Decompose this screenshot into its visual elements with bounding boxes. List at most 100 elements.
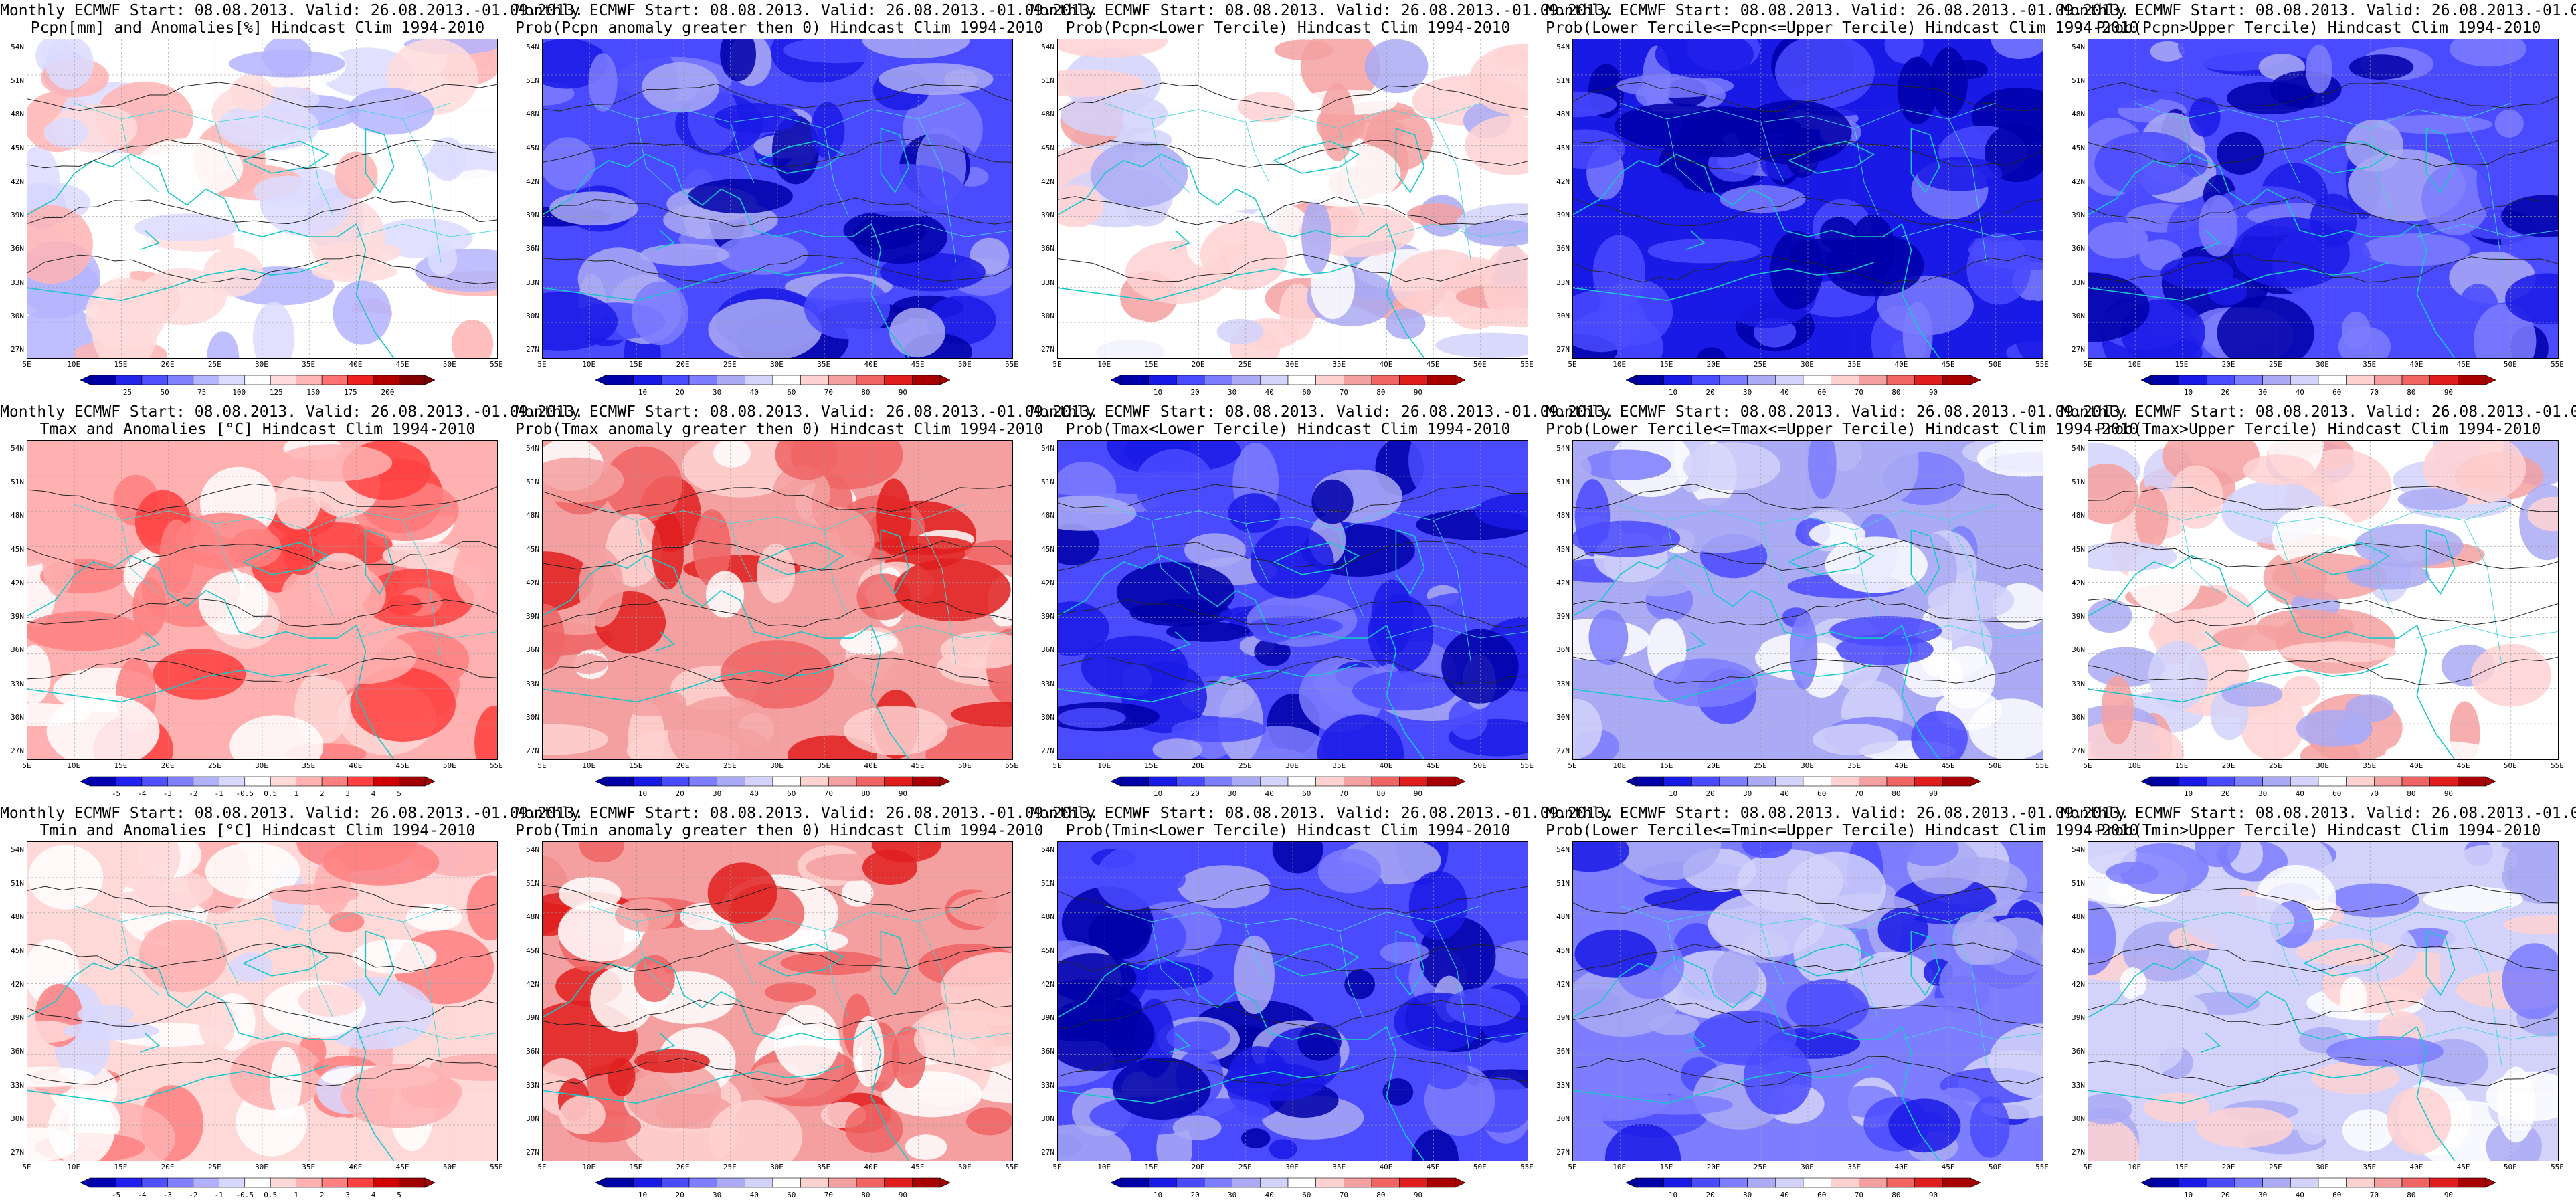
- colorbar-swatch: [1719, 776, 1748, 787]
- longitude-tick-label: 35E: [1332, 761, 1346, 770]
- panel-title-line1: Monthly ECMWF Start: 08.08.2013. Valid: …: [2061, 403, 2576, 421]
- contour-line: [27, 82, 497, 112]
- field-blotch: [1297, 1023, 1342, 1061]
- colorbar-swatch: [1371, 776, 1400, 787]
- country-border: [1620, 102, 1996, 129]
- coastline: [1170, 1033, 1191, 1053]
- latitude-tick-label: 33N: [11, 1080, 24, 1090]
- longitude-tick-label: 40E: [1894, 1163, 1908, 1171]
- longitude-tick-label: 35E: [2363, 360, 2377, 369]
- country-border: [1339, 530, 1364, 616]
- country-border: [824, 931, 848, 1017]
- coastline: [655, 1033, 676, 1053]
- colorbar-label: 80: [2407, 388, 2416, 397]
- latitude-tick-label: 36N: [2072, 244, 2085, 254]
- latitude-tick-label: 45N: [1556, 143, 1570, 153]
- longitude-tick-label: 25E: [207, 360, 221, 369]
- longitude-tick-label: 5E: [1568, 360, 1577, 369]
- coastline: [2088, 555, 2456, 759]
- country-border: [1902, 625, 2043, 639]
- field-blotch: [2106, 862, 2159, 884]
- colorbar-swatch: [745, 776, 773, 787]
- field-blotch: [1475, 494, 1528, 530]
- country-border: [1854, 128, 1879, 215]
- colorbar-swatch: [1886, 375, 1915, 385]
- coastline: [2088, 956, 2456, 1161]
- latitude-tick-label: 36N: [1041, 645, 1054, 655]
- country-border: [1151, 118, 1190, 193]
- colorbar-label: -1: [214, 1191, 223, 1199]
- colorbar-swatch: [2207, 1177, 2235, 1188]
- coastline: [1058, 262, 1359, 302]
- colorbar-label: 3: [345, 789, 350, 798]
- colorbar-swatch: [1914, 776, 1943, 787]
- forecast-panel: Monthly ECMWF Start: 08.08.2013. Valid: …: [1030, 401, 1615, 803]
- country-border: [1760, 122, 1785, 183]
- colorbar-swatch: [1287, 375, 1316, 385]
- longitude-tick-label: 15E: [2175, 1163, 2189, 1171]
- colorbar-label: 40: [749, 388, 759, 397]
- field-blotch: [2148, 641, 2209, 710]
- forecast-panel: Monthly ECMWF Start: 08.08.2013. Valid: …: [1546, 803, 2138, 1204]
- longitude-tick-label: 30E: [2316, 761, 2329, 770]
- latitude-tick-label: 45N: [11, 143, 24, 153]
- field-blotch: [2385, 741, 2493, 759]
- field-blotch: [428, 137, 466, 181]
- colorbar-swatch: [1371, 1177, 1400, 1188]
- colorbar-swatch: [244, 375, 271, 385]
- colorbar-label: 30: [1228, 789, 1237, 798]
- country-border: [1151, 520, 1190, 594]
- field-blotch: [1649, 1014, 1700, 1035]
- contour-line: [543, 540, 1012, 571]
- country-border: [1948, 520, 1987, 664]
- field-blotch: [2470, 643, 2552, 707]
- colorbar-swatch: [633, 375, 662, 385]
- colorbar-swatch: [244, 1177, 271, 1188]
- longitude-tick-label: 10E: [67, 360, 81, 369]
- latitude-tick-label: 39N: [11, 612, 24, 621]
- contour-line: [2088, 82, 2558, 108]
- field-blotch: [604, 446, 682, 523]
- colorbar-swatch: [800, 776, 829, 787]
- latitude-tick-label: 42N: [1041, 578, 1054, 587]
- country-border: [2417, 625, 2558, 639]
- coastline: [1573, 1064, 1874, 1104]
- contour-line: [27, 483, 497, 513]
- forecast-map: [1057, 841, 1528, 1161]
- longitude-tick-label: 5E: [22, 1163, 31, 1171]
- country-border: [2276, 122, 2300, 183]
- colorbar-label: 60: [787, 1191, 796, 1199]
- latitude-tick-label: 48N: [11, 110, 24, 119]
- field-blotch: [2361, 233, 2470, 266]
- field-blotch: [1385, 308, 1426, 340]
- field-blotch: [1495, 47, 1528, 67]
- colorbar-arrow-high: [1455, 776, 1465, 787]
- latitude-tick-label: 45N: [526, 946, 539, 955]
- coastline: [1058, 663, 1359, 703]
- colorbar-label: -1: [214, 789, 223, 798]
- colorbar-swatch: [661, 776, 690, 787]
- contour-line: [2088, 999, 2558, 1029]
- country-border: [589, 102, 965, 129]
- country-border: [636, 520, 674, 594]
- coastline: [27, 262, 329, 302]
- longitude-tick-label: 50E: [2503, 360, 2517, 369]
- colorbar-swatch: [1747, 1177, 1776, 1188]
- latitude-tick-label: 45N: [1556, 544, 1570, 554]
- field-blotch: [1112, 1057, 1211, 1120]
- country-border: [1666, 118, 1705, 193]
- field-blotch: [844, 706, 948, 755]
- colorbar-swatch: [2318, 1177, 2347, 1188]
- longitude-tick-label: 45E: [1941, 360, 1955, 369]
- colorbar-swatch: [1287, 776, 1316, 787]
- field-blotch: [46, 694, 160, 759]
- field-blotch: [708, 298, 822, 358]
- colorbar-label: 80: [1892, 1191, 1901, 1199]
- field-blotch: [772, 465, 831, 521]
- colorbar-swatch: [1942, 375, 1971, 385]
- longitude-tick-label: 45E: [1426, 1163, 1440, 1171]
- panel-title-line1: Monthly ECMWF Start: 08.08.2013. Valid: …: [1030, 403, 1615, 421]
- colorbar-swatch: [219, 776, 246, 787]
- latitude-tick-label: 54N: [1041, 845, 1054, 854]
- colorbar-label: 90: [1413, 388, 1423, 397]
